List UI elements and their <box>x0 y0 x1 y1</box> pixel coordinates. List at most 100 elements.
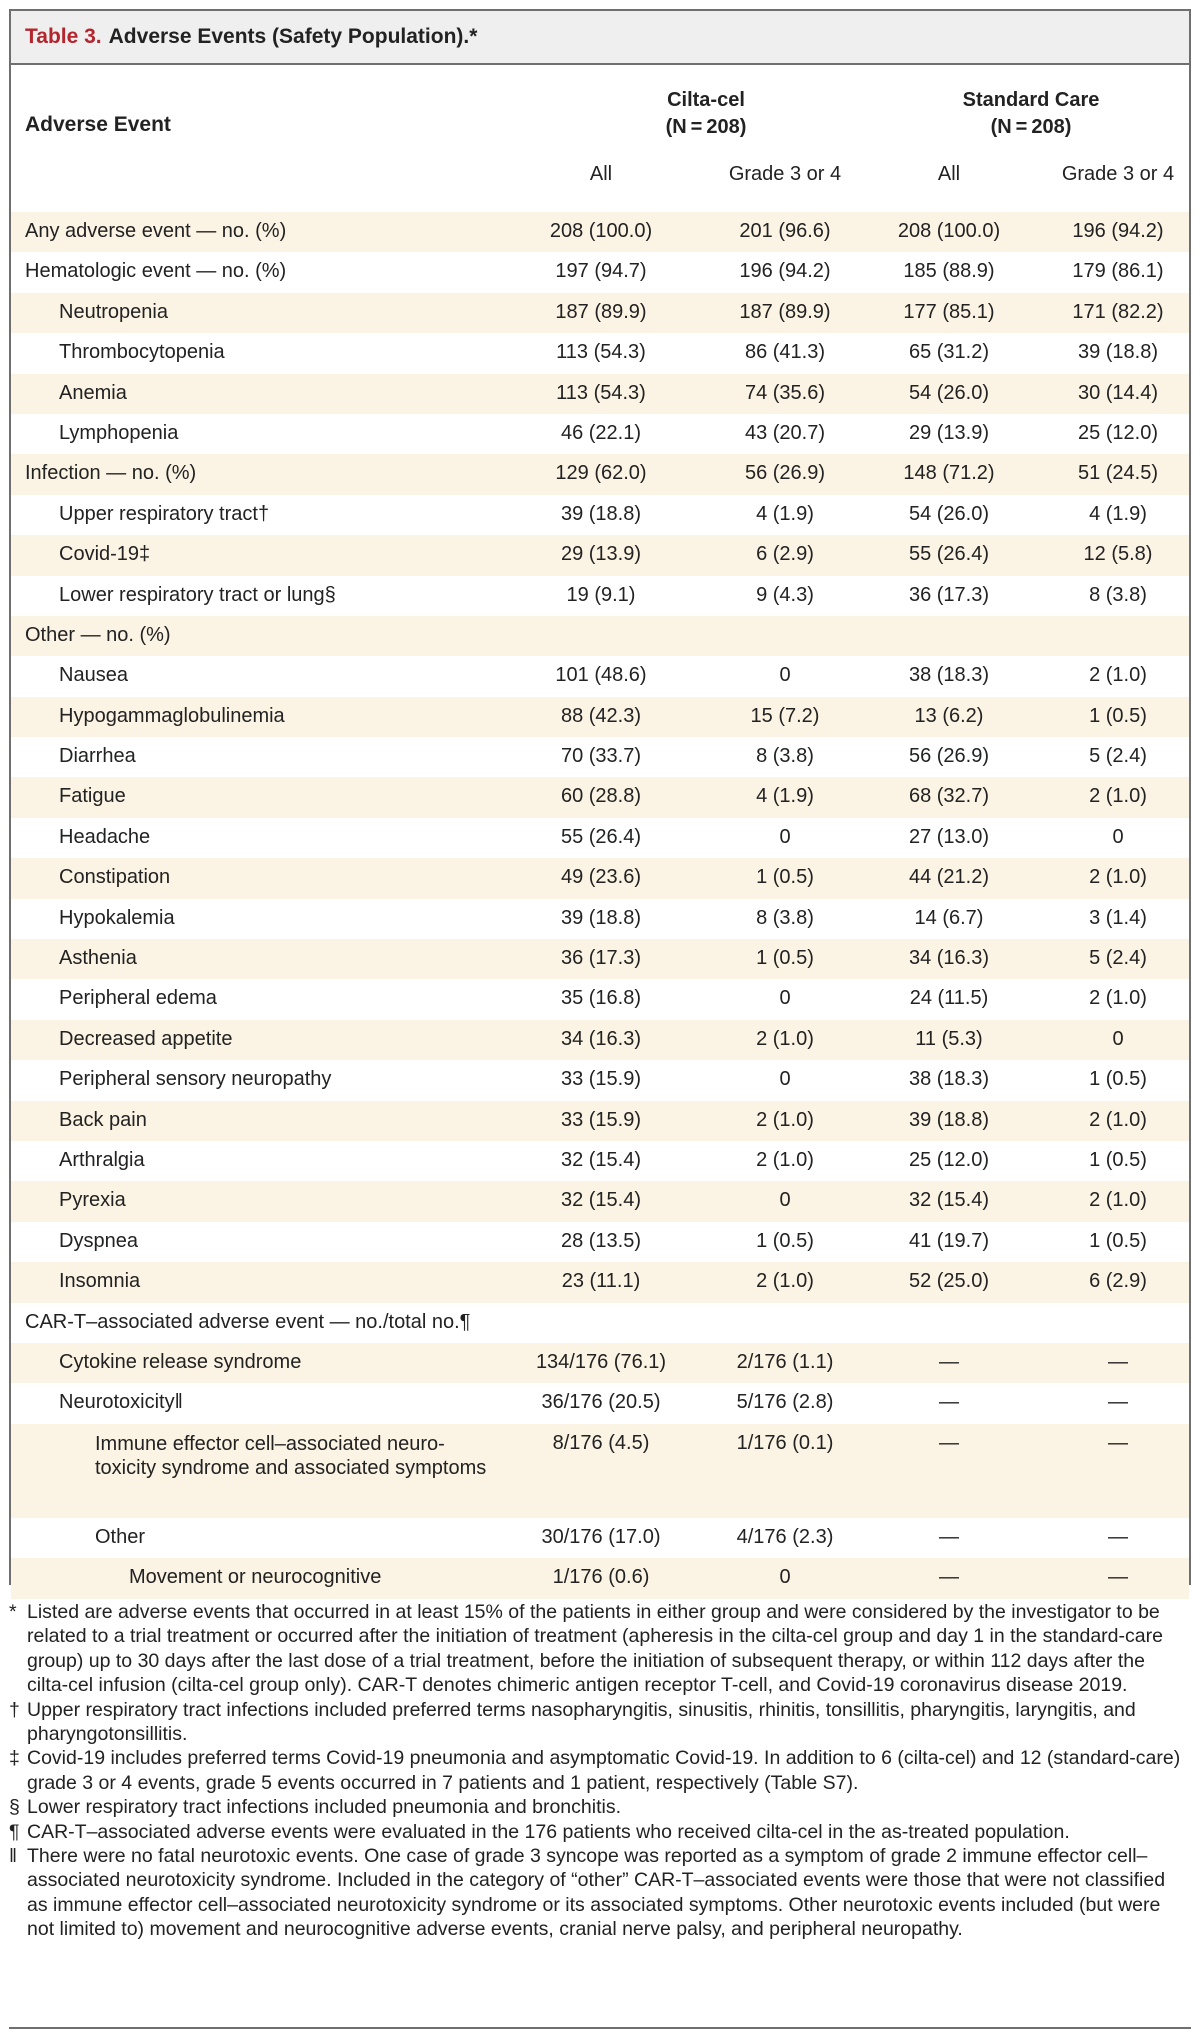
row-label: Other <box>95 1525 146 1548</box>
table-cell: 36 (17.3) <box>560 947 642 970</box>
table-cell: 4/176 (2.3) <box>736 1525 834 1548</box>
footnote: † Upper respiratory tract infections incl… <box>9 1698 1189 1747</box>
row-label: Decreased appetite <box>59 1027 233 1050</box>
row-label: Dyspnea <box>59 1229 138 1252</box>
table-cell: 24 (11.5) <box>909 987 989 1010</box>
table-cell: 11 (5.3) <box>915 1027 983 1050</box>
table-row: Dyspnea 28 (13.5) 1 (0.5) 41 (19.7) 1 (0.5) <box>11 1222 1189 1262</box>
row-label: Fatigue <box>59 785 126 808</box>
table-cell: — <box>939 1525 959 1548</box>
row-label: Infection — no. (%) <box>25 462 197 485</box>
table-row: Anemia 113 (54.3) 74 (35.6) 54 (26.0) 30 (14… <box>11 373 1189 414</box>
table-cell: 60 (28.8) <box>560 785 642 808</box>
footnotes: * Listed are adverse events that occurred… <box>9 1600 1189 1942</box>
subcol-header: Grade 3 or 4 <box>728 163 842 185</box>
table-cell: 25 (12.0) <box>1077 421 1159 444</box>
table-cell: 29 (13.9) <box>560 543 642 566</box>
table-cell: 5/176 (2.8) <box>736 1391 834 1414</box>
footnote-mark: † <box>9 1698 20 1721</box>
footnote: § Lower respiratory tract infections incl… <box>9 1795 1189 1819</box>
table-row: Peripheral edema 35 (16.8) 0 24 (11.5) 2 (1.… <box>11 979 1189 1019</box>
table-row: Constipation 49 (23.6) 1 (0.5) 44 (21.2) 2 (… <box>11 858 1189 899</box>
table-cell: 2 (1.0) <box>1089 1108 1147 1131</box>
table-cell: 43 (20.7) <box>744 421 826 444</box>
table-cell: 39 (18.8) <box>1077 341 1159 364</box>
footnote-text: CAR-T–associated adverse events were eva… <box>27 1820 1070 1843</box>
table-cell: 179 (86.1) <box>1072 260 1164 283</box>
table-cell: 86 (41.3) <box>744 341 826 364</box>
row-label: Neurotoxicity‖ <box>59 1391 183 1414</box>
table-cell: 23 (11.1) <box>561 1270 641 1293</box>
table-row: Any adverse event — no. (%) 208 (100.0) 20… <box>11 212 1189 253</box>
table-cell: 2 (1.0) <box>756 1148 814 1171</box>
table-cell: 68 (32.7) <box>908 785 990 808</box>
table-cell: 25 (12.0) <box>908 1148 990 1171</box>
table-row: Thrombocytopenia 113 (54.3) 86 (41.3) 65 (3… <box>11 333 1189 373</box>
row-label: Constipation <box>59 866 171 889</box>
table-cell: 27 (13.0) <box>908 825 990 848</box>
table-cell: 0 <box>779 1566 791 1589</box>
table-cell: 35 (16.8) <box>560 987 642 1010</box>
table-row: Cytokine release syndrome 134/176 (76.1) 2… <box>11 1342 1189 1384</box>
footnote-text: Covid-19 includes preferred terms Covid-… <box>27 1747 1181 1794</box>
table-cell: 187 (89.9) <box>555 300 647 323</box>
table-cell: 1 (0.5) <box>1089 1148 1147 1171</box>
table-title-bar: Table 3. Adverse Events (Safety Populati… <box>11 11 1189 65</box>
table-cell: 1/176 (0.6) <box>552 1566 650 1589</box>
table-cell: 34 (16.3) <box>560 1027 642 1050</box>
table-cell: 54 (26.0) <box>908 381 990 404</box>
table-cell: — <box>939 1350 959 1373</box>
table-cell: 177 (85.1) <box>903 300 995 323</box>
table-cell: 2 (1.0) <box>756 1027 814 1050</box>
table-row: Peripheral sensory neuropathy 33 (15.9) 0 3… <box>11 1060 1189 1100</box>
row-label: Upper respiratory tract† <box>59 502 270 525</box>
table-row: Fatigue 60 (28.8) 4 (1.9) 68 (32.7) 2 (1.0) <box>11 777 1189 818</box>
row-label: Hypokalemia <box>59 906 175 929</box>
table-cell: 6 (2.9) <box>756 543 814 566</box>
table-cell: 187 (89.9) <box>739 300 831 323</box>
table-cell: 88 (42.3) <box>560 704 642 727</box>
table-cell: 38 (18.3) <box>908 664 990 687</box>
table-cell: 197 (94.7) <box>555 260 647 283</box>
table-cell: 196 (94.2) <box>739 260 831 283</box>
table-cell: 196 (94.2) <box>1072 220 1164 242</box>
table-cell: 2 (1.0) <box>1089 866 1147 889</box>
table-cell: 34 (16.3) <box>908 947 990 970</box>
table-cell: — <box>1108 1431 1128 1454</box>
row-label: Other — no. (%) <box>25 623 171 646</box>
table-cell: 1 (0.5) <box>756 866 814 889</box>
table-cell: 0 <box>1112 825 1124 848</box>
row-label: Hematologic event — no. (%) <box>25 260 287 283</box>
footnote: ‖ There were no fatal neurotoxic events. … <box>9 1844 1189 1942</box>
table-cell: — <box>939 1391 959 1414</box>
table-cell: 14 (6.7) <box>914 906 984 929</box>
table-cell: 30/176 (17.0) <box>541 1525 661 1548</box>
bottom-rule <box>9 2027 1191 2029</box>
table-cell: 33 (15.9) <box>560 1068 642 1091</box>
table-row: Movement or neurocognitive 1/176 (0.6) 0 — — <box>11 1558 1189 1599</box>
table-cell: — <box>939 1566 959 1589</box>
row-label: Immune effector cell–associated neuro-to… <box>95 1432 487 1479</box>
table-cell: 0 <box>1112 1027 1124 1050</box>
table-cell: 201 (96.6) <box>739 220 831 242</box>
table-row: Lower respiratory tract or lung§ 19 (9.1)… <box>11 576 1189 616</box>
table-row: CAR-T–associated adverse event — no./tot… <box>11 1303 1189 1343</box>
table-cell: 13 (6.2) <box>914 704 984 727</box>
group-header-standard-care: Standard Care (N = 208) <box>911 87 1151 141</box>
table-cell: 148 (71.2) <box>903 462 995 485</box>
table-frame: Table 3. Adverse Events (Safety Populati… <box>9 9 1191 1599</box>
row-label: Neutropenia <box>59 300 168 323</box>
table-cell: 0 <box>779 664 791 687</box>
table-body: Any adverse event — no. (%) 208 (100.0) 20… <box>11 212 1189 1599</box>
table-cell: 2 (1.0) <box>1089 987 1147 1010</box>
subcol-header: All <box>937 163 961 185</box>
row-label: Any adverse event — no. (%) <box>25 220 287 242</box>
table-row: Headache 55 (26.4) 0 27 (13.0) 0 <box>11 818 1189 858</box>
table-cell: 52 (25.0) <box>908 1270 990 1293</box>
group-name: Standard Care <box>962 89 1100 111</box>
table-cell: 55 (26.4) <box>560 825 642 848</box>
table-cell: 113 (54.3) <box>556 381 646 404</box>
table-cell: 4 (1.9) <box>756 502 814 525</box>
row-label: Diarrhea <box>59 745 136 768</box>
table-cell: 39 (18.8) <box>908 1108 990 1131</box>
